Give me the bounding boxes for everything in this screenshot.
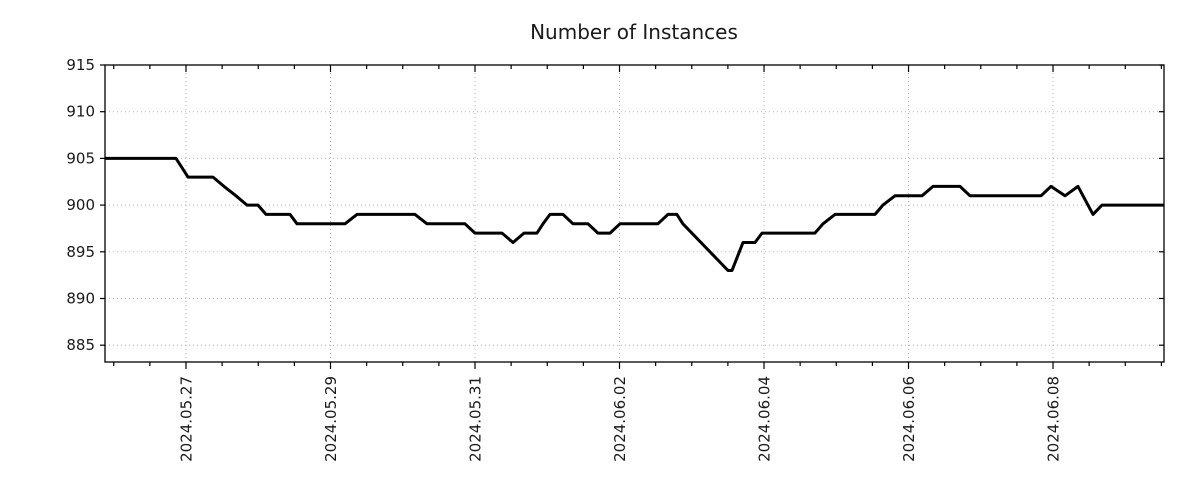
plot-frame [104,64,1165,363]
y-axis-tick-label: 910 [66,103,95,121]
y-axis-tick-label: 900 [66,196,95,214]
y-axis-tick-label: 915 [66,56,95,74]
x-axis-tick-label: 2024.06.04 [756,376,774,462]
y-axis-tick-label: 890 [66,289,95,307]
chart-title: Number of Instances [530,20,738,44]
y-axis-tick-label: 905 [66,149,95,167]
x-axis-tick-label: 2024.05.29 [322,376,340,462]
series-layer [105,156,1164,272]
data-line-instances [105,156,1164,272]
y-axis-tick-label: 885 [66,336,95,354]
label-layer: 885 890 895 900 905 910 915 2024.05.27 2024.05.2… [66,56,1062,462]
grid-layer [105,65,1164,362]
x-axis-tick-label: 2024.05.27 [177,376,195,462]
x-axis-tick-label: 2024.06.06 [900,376,918,462]
y-axis-tick-label: 895 [66,243,95,261]
x-axis-tick-label: 2024.06.02 [611,376,629,462]
x-axis-tick-label: 2024.05.31 [467,376,485,462]
tick-layer [100,64,1164,369]
frame-layer [104,64,1165,363]
x-axis-tick-label: 2024.06.08 [1045,376,1063,462]
